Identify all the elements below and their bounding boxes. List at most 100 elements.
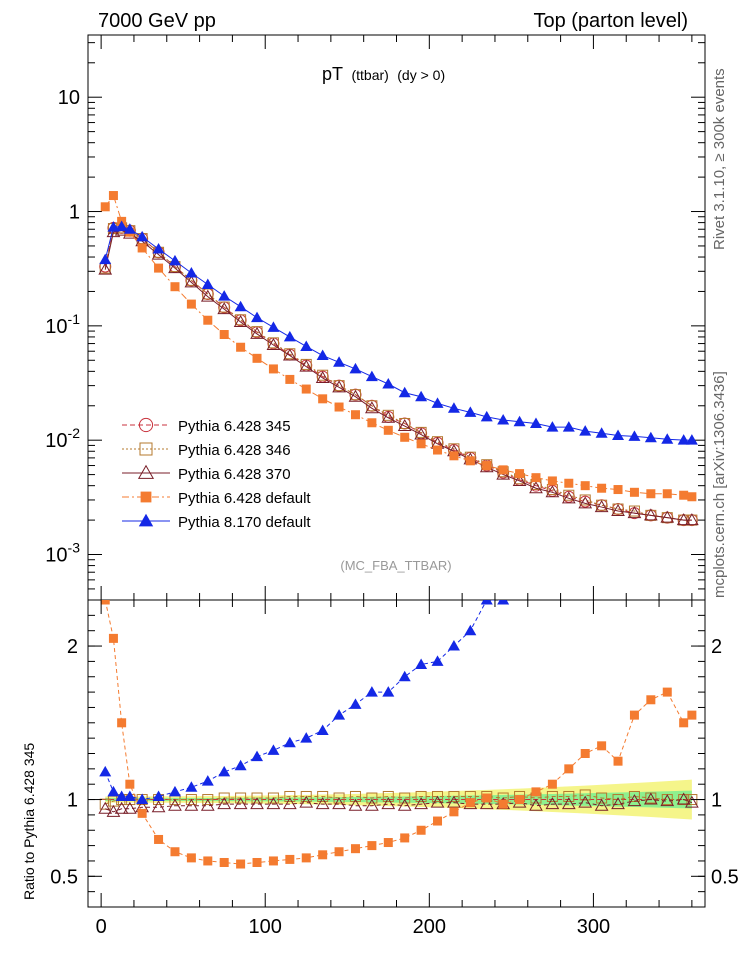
data-point <box>579 425 592 436</box>
data-point <box>350 410 360 420</box>
ratio-y-tick-label: 0.5 <box>50 866 78 888</box>
legend-marker <box>139 442 153 456</box>
legend-marker <box>138 417 154 433</box>
ratio-point <box>547 779 557 789</box>
ratio-panel-frame <box>87 599 706 908</box>
data-point <box>154 263 164 273</box>
data-point <box>100 202 110 212</box>
data-point <box>578 496 593 509</box>
legend-marker <box>140 491 152 503</box>
data-point <box>282 348 297 361</box>
ratio-point <box>98 801 113 814</box>
data-point <box>687 492 697 502</box>
ratio-y-tick-label: 1 <box>67 790 78 812</box>
ratio-point <box>365 686 378 697</box>
ratio-point <box>597 741 607 751</box>
data-point <box>301 384 311 394</box>
header-left: 7000 GeV pp <box>98 10 216 32</box>
data-point <box>184 275 199 288</box>
data-point <box>136 230 149 242</box>
ratio-point <box>349 698 362 709</box>
data-point <box>234 300 247 312</box>
ratio-point <box>184 798 199 811</box>
data-point <box>400 432 410 442</box>
data-point <box>203 315 213 325</box>
ratio-point <box>201 775 214 786</box>
ratio-point <box>100 600 110 605</box>
ratio-point <box>268 856 278 866</box>
data-point <box>383 425 393 435</box>
x-tick-label: 0 <box>96 916 107 938</box>
ratio-point <box>578 795 593 808</box>
ratio-y-tick-label-right: 1 <box>711 790 722 812</box>
ratio-point <box>382 686 395 697</box>
data-point <box>612 429 625 440</box>
data-point <box>512 473 527 486</box>
data-point <box>629 487 639 497</box>
ratio-point <box>515 795 525 805</box>
data-point <box>137 243 147 253</box>
ratio-point <box>447 640 460 651</box>
legend: Pythia 6.428 345 Pythia 6.428 346 Pythia 6… <box>122 417 311 531</box>
ratio-point <box>218 792 230 804</box>
data-point <box>431 397 444 408</box>
data-point <box>398 386 411 398</box>
ratio-point <box>117 718 127 728</box>
data-point <box>547 476 557 486</box>
data-point <box>99 253 112 265</box>
ratio-series-pythia-6-428-346 <box>99 789 698 810</box>
data-point <box>186 299 196 309</box>
ratio-point <box>168 785 181 797</box>
ratio-point <box>185 794 197 806</box>
ratio-point <box>285 854 295 864</box>
data-point <box>267 337 279 349</box>
ratio-point <box>580 749 590 758</box>
legend-entry: Pythia 6.428 346 <box>122 442 291 459</box>
ratio-point <box>449 807 459 817</box>
ratio-point <box>202 794 214 806</box>
ratio-point <box>365 798 379 811</box>
ratio-point <box>464 624 477 636</box>
data-point <box>217 302 232 315</box>
ratio-point <box>125 779 135 789</box>
ratio-point <box>350 844 360 854</box>
ratio-point <box>430 795 445 808</box>
ratio-point <box>382 790 394 802</box>
data-point <box>168 254 181 266</box>
data-point <box>235 314 247 326</box>
plot-title-paren: (ttbar) <box>351 67 388 83</box>
data-point <box>515 469 525 479</box>
ratio-point <box>218 765 231 777</box>
data-point <box>315 370 330 383</box>
side-label-mcplots: mcplots.cern.ch [arXiv:1306.3436] <box>711 371 728 598</box>
ratio-point <box>300 732 313 743</box>
ratio-point <box>545 797 560 810</box>
ratio-point <box>431 655 444 666</box>
data-point <box>662 489 672 499</box>
ratio-y-tick-label-right: 2 <box>711 636 722 658</box>
data-point <box>529 417 542 428</box>
data-point <box>268 364 278 374</box>
data-point <box>348 389 363 402</box>
data-point <box>676 513 691 526</box>
data-point <box>382 378 395 389</box>
data-point <box>679 490 689 500</box>
data-point <box>333 356 346 367</box>
ratio-point <box>152 790 165 801</box>
ratio-point <box>448 790 460 802</box>
ratio-point <box>318 850 328 860</box>
data-point <box>168 261 182 274</box>
ratio-point <box>397 798 412 811</box>
ratio-point <box>415 790 427 802</box>
ratio-point <box>186 853 196 863</box>
data-point <box>628 505 640 517</box>
data-point <box>251 326 263 338</box>
ratio-series-line <box>104 600 505 801</box>
data-point <box>562 421 575 432</box>
ratio-point <box>154 834 164 844</box>
ratio-point <box>334 847 344 857</box>
data-point <box>236 342 246 352</box>
series-line <box>104 194 692 498</box>
data-point <box>415 390 428 402</box>
data-point <box>449 451 459 461</box>
